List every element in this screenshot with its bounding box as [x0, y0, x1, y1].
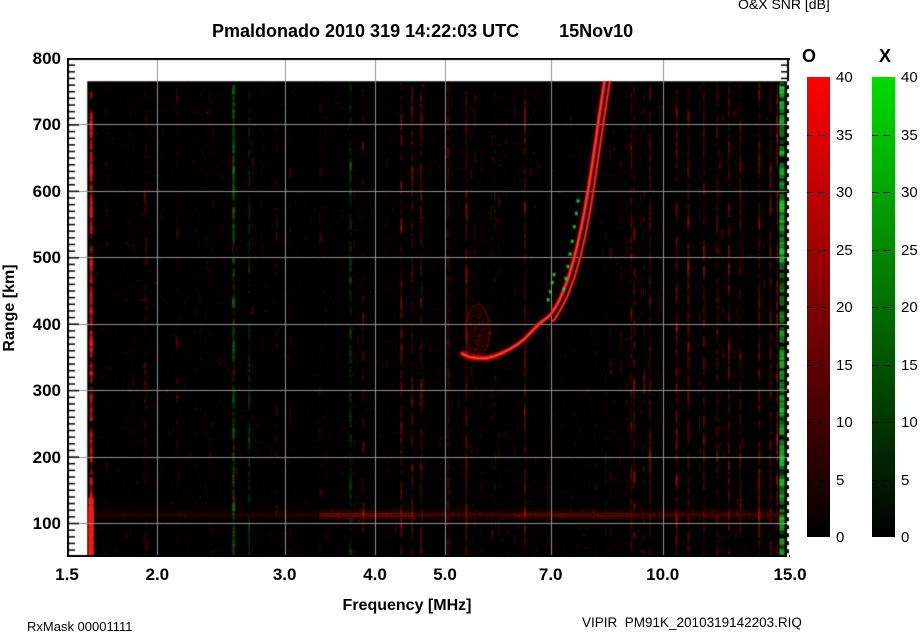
colorbar-tick-dash	[807, 192, 813, 193]
colorbar-x-tick-label: 25	[901, 241, 918, 259]
colorbar-x-tick-label: 20	[901, 299, 918, 316]
colorbar-tick-dash	[872, 134, 878, 136]
colorbar-x-tick-label: 40	[901, 69, 918, 86]
colorbar-x-header: X	[878, 46, 892, 66]
colorbar-tick-dash	[872, 364, 878, 366]
colorbar-o-header: O	[801, 46, 817, 66]
colorbar-o-tick-label: 15	[836, 356, 853, 374]
snr-units-label: O&X SNR [dB]	[738, 0, 830, 12]
colorbar-tick-dash	[872, 192, 878, 193]
x-tick-label: 1.5	[55, 565, 79, 584]
colorbar-tick-dash	[807, 422, 813, 423]
x-tick-label: 5.0	[433, 565, 457, 584]
colorbar-tick-dash	[807, 134, 813, 136]
x-tick-label: 15.0	[773, 565, 807, 584]
colorbar-o-tick-label: 30	[836, 184, 853, 201]
colorbar-o-tick-label: 0	[836, 529, 845, 546]
y-tick-label: 300	[32, 381, 61, 401]
colorbar-tick-dash	[807, 479, 813, 481]
colorbar-tick-dash	[872, 479, 878, 481]
colorbar-tick-dash	[818, 364, 825, 366]
x-tick-label: 4.0	[363, 565, 387, 584]
plot-date: 15Nov10	[559, 21, 634, 41]
colorbar-tick-dash	[883, 134, 890, 136]
colorbar-x-tick-label: 10	[901, 414, 918, 431]
colorbar-tick-dash	[807, 249, 813, 251]
colorbar-o-tick-label: 20	[836, 299, 853, 316]
x-tick-label: 3.0	[272, 565, 297, 584]
y-tick-label: 600	[32, 181, 61, 201]
colorbar-o-tick-label: 35	[836, 126, 853, 144]
colorbar-o-tick-label: 5	[836, 471, 845, 489]
source-file-text: VIPIR PM91K_2010319142203.RIQ	[582, 615, 802, 630]
colorbar-x-tick-label: 30	[901, 184, 918, 201]
plot-title: Pmaldonado 2010 319 14:22:03 UTC	[212, 21, 520, 41]
colorbar-x-tick-label: 0	[901, 529, 910, 546]
colorbar-x-tick-label: 35	[901, 126, 918, 144]
colorbar-tick-dash	[807, 364, 813, 366]
rxmask-text: RxMask 00001111	[27, 619, 133, 634]
y-tick-label: 800	[32, 49, 61, 68]
colorbar-tick-dash	[818, 192, 825, 193]
plot-title-row: Pmaldonado 2010 319 14:22:03 UTC 15Nov10	[212, 21, 633, 42]
colorbar-tick-dash	[807, 307, 813, 308]
ionogram-plot-canvas	[67, 58, 790, 557]
colorbar-o-tick-label: 25	[836, 241, 853, 259]
colorbar-tick-dash	[883, 479, 890, 481]
y-tick-label: 500	[32, 248, 61, 268]
colorbar-tick-dash	[883, 422, 890, 423]
y-tick-label: 700	[32, 115, 61, 135]
x-tick-label: 7.0	[538, 565, 563, 584]
colorbar-o-tick-label: 40	[836, 69, 853, 86]
colorbar-tick-dash	[883, 192, 890, 193]
colorbar-tick-dash	[872, 249, 878, 251]
x-tick-label: 10.0	[646, 565, 680, 584]
colorbar-tick-dash	[872, 422, 878, 423]
colorbar-o-tick-label: 10	[836, 414, 853, 431]
y-tick-label: 100	[32, 514, 61, 533]
x-tick-label: 2.0	[145, 565, 170, 584]
colorbar-tick-dash	[883, 364, 890, 366]
colorbar-tick-dash	[883, 307, 890, 308]
colorbar-tick-dash	[872, 307, 878, 308]
y-tick-label: 200	[32, 447, 61, 467]
colorbar-x-tick-label: 15	[901, 356, 918, 374]
colorbar-x-tick-label: 5	[901, 471, 910, 489]
colorbar-tick-dash	[883, 249, 890, 251]
colorbar-tick-dash	[818, 479, 825, 481]
y-tick-label: 400	[32, 314, 61, 334]
y-axis-label: Range [km]	[1, 264, 18, 352]
x-axis-label: Frequency [MHz]	[342, 597, 472, 614]
colorbar-tick-dash	[818, 307, 825, 308]
colorbar-tick-dash	[818, 422, 825, 423]
colorbar-tick-dash	[818, 134, 825, 136]
colorbar-tick-dash	[818, 249, 825, 251]
